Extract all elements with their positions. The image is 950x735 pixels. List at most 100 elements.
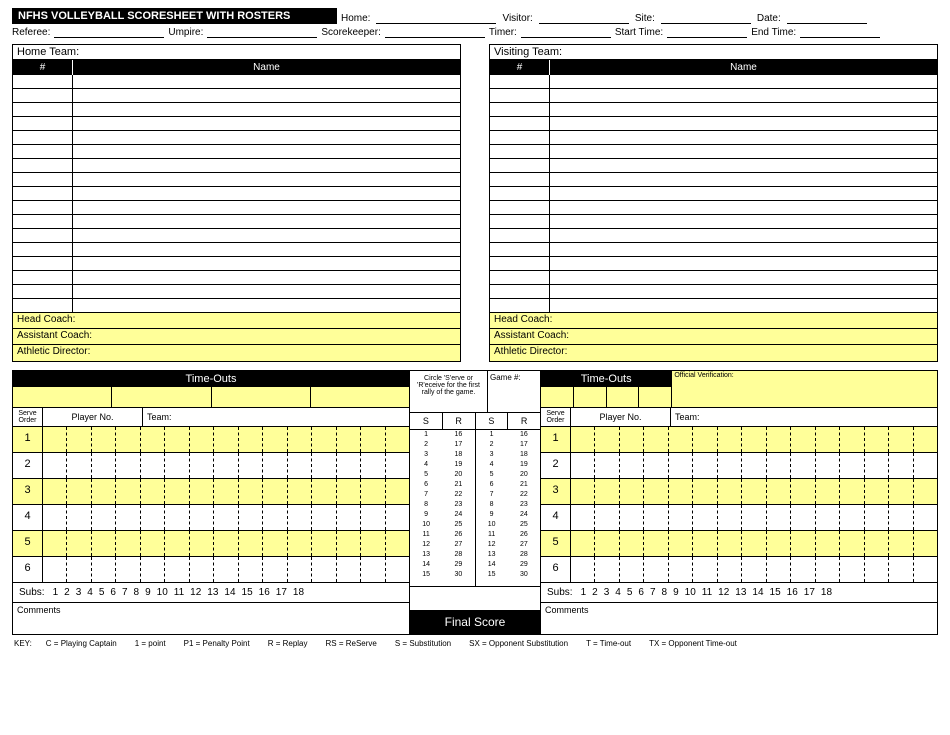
point-num: 8 <box>411 500 441 510</box>
serve-order-label: Serve Order <box>541 408 571 426</box>
to-cell[interactable] <box>574 387 607 407</box>
serve-row[interactable]: 1 <box>13 427 409 453</box>
serve-row[interactable]: 5 <box>13 531 409 557</box>
roster-row[interactable] <box>13 229 460 243</box>
sub-num: 8 <box>134 587 140 598</box>
roster-row[interactable] <box>490 89 937 103</box>
field-start-time[interactable] <box>667 26 747 38</box>
field-end-time[interactable] <box>800 26 880 38</box>
roster-row[interactable] <box>490 201 937 215</box>
subs-label: Subs: <box>19 587 45 598</box>
roster-row[interactable] <box>490 75 937 89</box>
right-score-block: Time-Outs Official Verification: Serve O… <box>540 370 938 635</box>
home-head-coach[interactable]: Head Coach: <box>13 313 460 329</box>
roster-row[interactable] <box>490 285 937 299</box>
serve-row[interactable]: 6 <box>541 557 937 583</box>
left-score-block: Time-Outs Serve Order Player No. Team: 1… <box>12 370 410 635</box>
field-visitor[interactable] <box>539 12 629 24</box>
roster-row[interactable] <box>490 215 937 229</box>
home-ath-dir[interactable]: Athletic Director: <box>13 345 460 361</box>
point-num: 26 <box>443 530 473 540</box>
roster-row[interactable] <box>13 187 460 201</box>
roster-row[interactable] <box>490 131 937 145</box>
game-number[interactable]: Game #: <box>488 371 540 412</box>
roster-row[interactable] <box>13 117 460 131</box>
to-cell[interactable] <box>212 387 311 407</box>
roster-row[interactable] <box>490 159 937 173</box>
comments-right[interactable]: Comments <box>541 603 937 629</box>
roster-row[interactable] <box>490 117 937 131</box>
field-home[interactable] <box>376 12 496 24</box>
roster-row[interactable] <box>13 75 460 89</box>
roster-row[interactable] <box>490 229 937 243</box>
serve-row[interactable]: 6 <box>13 557 409 583</box>
label-referee: Referee: <box>12 27 50 38</box>
to-cell[interactable] <box>13 387 112 407</box>
visit-asst-coach[interactable]: Assistant Coach: <box>490 329 937 345</box>
roster-row[interactable] <box>490 145 937 159</box>
roster-row[interactable] <box>13 131 460 145</box>
field-site[interactable] <box>661 12 751 24</box>
point-num: 13 <box>477 550 507 560</box>
roster-row[interactable] <box>490 103 937 117</box>
team-label[interactable]: Team: <box>143 408 409 426</box>
roster-row[interactable] <box>13 89 460 103</box>
comments-left[interactable]: Comments <box>13 603 409 629</box>
key-item: S = Substitution <box>395 639 451 648</box>
serve-row[interactable]: 3 <box>541 479 937 505</box>
serve-order-num: 4 <box>541 505 571 530</box>
to-cell[interactable] <box>639 387 671 407</box>
team-label[interactable]: Team: <box>671 408 937 426</box>
field-scorekeeper[interactable] <box>385 26 485 38</box>
to-cell[interactable] <box>607 387 640 407</box>
sub-num: 18 <box>293 587 304 598</box>
visit-head-coach[interactable]: Head Coach: <box>490 313 937 329</box>
roster-row[interactable] <box>13 299 460 313</box>
point-num: 17 <box>443 440 473 450</box>
label-home: Home: <box>341 13 370 24</box>
to-cell[interactable] <box>311 387 409 407</box>
to-cell[interactable] <box>112 387 211 407</box>
roster-row[interactable] <box>13 173 460 187</box>
roster-row[interactable] <box>13 215 460 229</box>
serve-row[interactable]: 1 <box>541 427 937 453</box>
roster-row[interactable] <box>13 103 460 117</box>
visit-ath-dir[interactable]: Athletic Director: <box>490 345 937 361</box>
roster-row[interactable] <box>490 243 937 257</box>
field-referee[interactable] <box>54 26 164 38</box>
roster-row[interactable] <box>490 257 937 271</box>
roster-row[interactable] <box>13 243 460 257</box>
serve-row[interactable]: 3 <box>13 479 409 505</box>
field-date[interactable] <box>787 12 867 24</box>
to-cell[interactable] <box>541 387 574 407</box>
roster-row[interactable] <box>490 299 937 313</box>
roster-row[interactable] <box>13 285 460 299</box>
roster-row[interactable] <box>490 173 937 187</box>
roster-row[interactable] <box>490 271 937 285</box>
point-num: 26 <box>509 530 539 540</box>
roster-row[interactable] <box>13 159 460 173</box>
home-asst-coach[interactable]: Assistant Coach: <box>13 329 460 345</box>
serve-row[interactable]: 5 <box>541 531 937 557</box>
serve-row[interactable]: 4 <box>541 505 937 531</box>
roster-row[interactable] <box>13 271 460 285</box>
official-verification[interactable]: Official Verification: <box>671 371 937 407</box>
roster-row[interactable] <box>13 257 460 271</box>
point-num: 11 <box>477 530 507 540</box>
roster-row[interactable] <box>13 201 460 215</box>
point-num: 18 <box>443 450 473 460</box>
home-roster: Home Team: # Name Head Coach: Assistant … <box>12 44 461 362</box>
roster-row[interactable] <box>490 187 937 201</box>
serve-row[interactable]: 2 <box>541 453 937 479</box>
point-num: 10 <box>411 520 441 530</box>
field-umpire[interactable] <box>207 26 317 38</box>
point-num: 28 <box>443 550 473 560</box>
field-timer[interactable] <box>521 26 611 38</box>
sub-num: 9 <box>673 587 679 598</box>
roster-row[interactable] <box>13 145 460 159</box>
subs-label: Subs: <box>547 587 573 598</box>
serve-row[interactable]: 2 <box>13 453 409 479</box>
serve-row[interactable]: 4 <box>13 505 409 531</box>
circle-instruction: Circle 'S'erve or 'R'eceive for the firs… <box>410 371 488 412</box>
label-timer: Timer: <box>489 27 517 38</box>
